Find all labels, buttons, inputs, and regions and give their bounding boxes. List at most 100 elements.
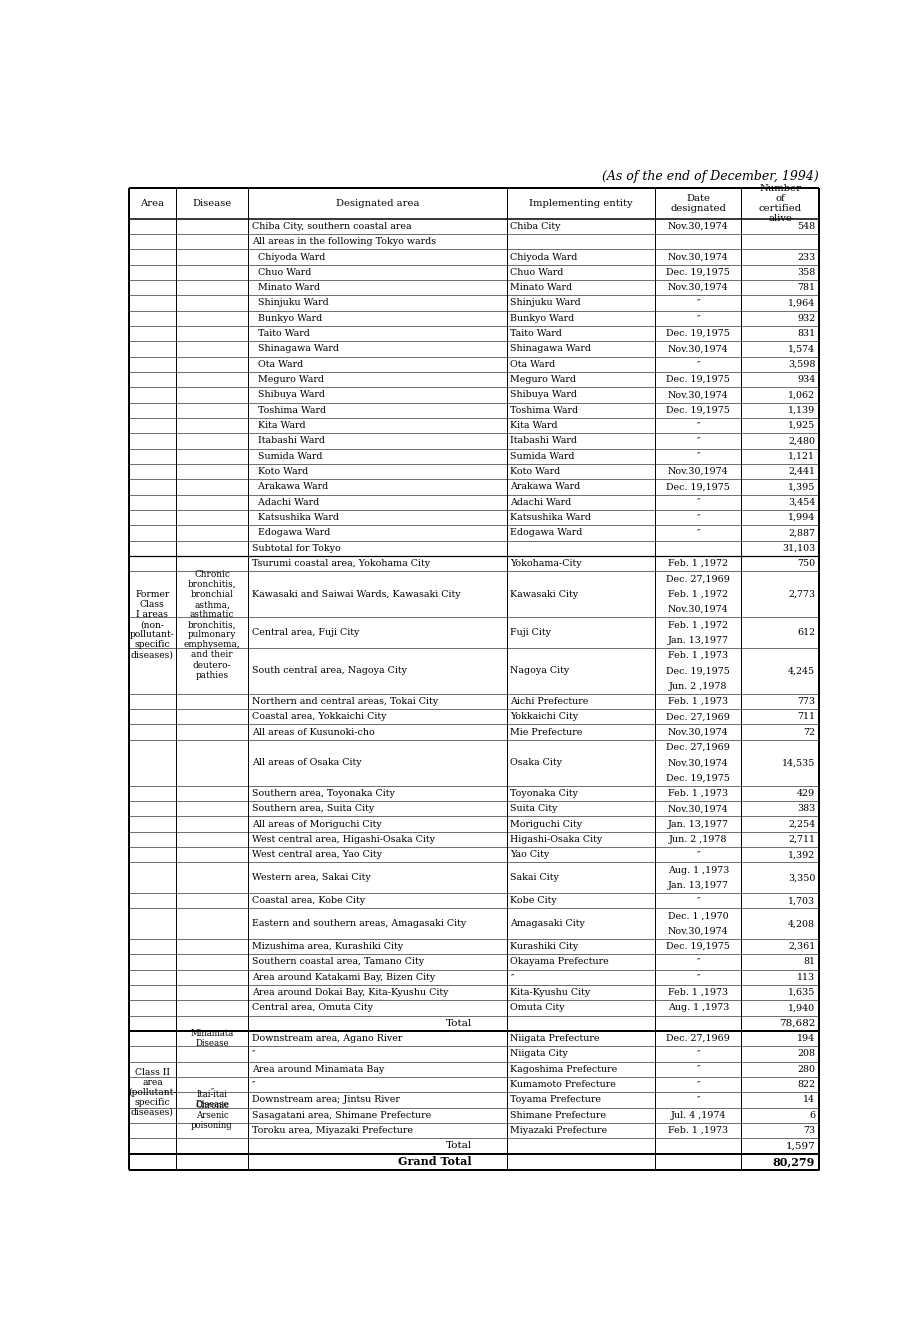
Text: Shibuya Ward: Shibuya Ward — [510, 390, 577, 399]
Text: ″: ″ — [696, 1064, 699, 1073]
Text: Jan. 13,1977: Jan. 13,1977 — [667, 636, 728, 645]
Text: Katsushika Ward: Katsushika Ward — [252, 513, 338, 522]
Text: Koto Ward: Koto Ward — [510, 467, 560, 476]
Text: Omuta City: Omuta City — [510, 1003, 564, 1013]
Text: Shinjuku Ward: Shinjuku Ward — [252, 299, 328, 308]
Text: Jan. 13,1977: Jan. 13,1977 — [667, 820, 728, 829]
Text: ″: ″ — [696, 360, 699, 369]
Text: Area around Katakami Bay, Bizen City: Area around Katakami Bay, Bizen City — [252, 973, 435, 982]
Text: Chiba City: Chiba City — [510, 222, 561, 231]
Text: Dec. 27,1969: Dec. 27,1969 — [665, 574, 730, 583]
Text: ″: ″ — [696, 452, 699, 461]
Text: ″: ″ — [696, 973, 699, 982]
Text: Nov.30,1974: Nov.30,1974 — [667, 727, 728, 736]
Text: Shinagawa Ward: Shinagawa Ward — [252, 345, 338, 353]
Text: West central area, Yao City: West central area, Yao City — [252, 850, 381, 859]
Text: 1,964: 1,964 — [787, 299, 814, 308]
Text: Western area, Sakai City: Western area, Sakai City — [252, 874, 370, 882]
Text: 2,480: 2,480 — [788, 436, 814, 446]
Text: ″: ″ — [696, 436, 699, 446]
Text: 14,535: 14,535 — [781, 759, 814, 767]
Text: Aichi Prefecture: Aichi Prefecture — [510, 697, 588, 706]
Text: 831: 831 — [796, 329, 814, 338]
Text: Feb. 1 ,1973: Feb. 1 ,1973 — [667, 697, 728, 706]
Text: ″: ″ — [252, 1050, 255, 1059]
Text: 1,703: 1,703 — [788, 896, 814, 906]
Text: Shimane Prefecture: Shimane Prefecture — [510, 1110, 606, 1120]
Text: Adachi Ward: Adachi Ward — [510, 497, 571, 506]
Text: Feb. 1 ,1973: Feb. 1 ,1973 — [667, 789, 728, 798]
Text: Mie Prefecture: Mie Prefecture — [510, 727, 582, 736]
Text: ″: ″ — [696, 1050, 699, 1059]
Text: 4,208: 4,208 — [788, 919, 814, 928]
Text: ″: ″ — [696, 422, 699, 430]
Text: Eastern and southern areas, Amagasaki City: Eastern and southern areas, Amagasaki Ci… — [252, 919, 466, 928]
Text: Tsurumi coastal area, Yokohama City: Tsurumi coastal area, Yokohama City — [252, 559, 429, 568]
Text: Nov.30,1974: Nov.30,1974 — [667, 222, 728, 231]
Text: 73: 73 — [802, 1126, 814, 1136]
Text: Date
designated: Date designated — [670, 194, 725, 213]
Text: Ota Ward: Ota Ward — [510, 360, 555, 369]
Text: Nov.30,1974: Nov.30,1974 — [667, 253, 728, 262]
Text: 81: 81 — [802, 957, 814, 966]
Text: ″: ″ — [696, 497, 699, 506]
Text: All areas of Moriguchi City: All areas of Moriguchi City — [252, 820, 381, 829]
Text: Bunkyo Ward: Bunkyo Ward — [252, 313, 322, 323]
Text: Yao City: Yao City — [510, 850, 549, 859]
Text: Moriguchi City: Moriguchi City — [510, 820, 582, 829]
Text: 1,597: 1,597 — [785, 1141, 814, 1150]
Text: Nov.30,1974: Nov.30,1974 — [667, 467, 728, 476]
Text: Ota Ward: Ota Ward — [252, 360, 302, 369]
Text: ″: ″ — [696, 850, 699, 859]
Text: Yokkaichi City: Yokkaichi City — [510, 713, 578, 722]
Text: All areas of Kusunoki-cho: All areas of Kusunoki-cho — [252, 727, 374, 736]
Text: 2,887: 2,887 — [788, 529, 814, 537]
Text: Nov.30,1974: Nov.30,1974 — [667, 759, 728, 767]
Text: ″: ″ — [210, 1088, 213, 1097]
Text: Chronic
Arsenic
poisoning: Chronic Arsenic poisoning — [191, 1101, 233, 1130]
Text: 429: 429 — [796, 789, 814, 798]
Text: 781: 781 — [797, 283, 814, 292]
Text: Dec. 27,1969: Dec. 27,1969 — [665, 743, 730, 752]
Text: ″: ″ — [510, 973, 514, 982]
Text: 2,441: 2,441 — [788, 467, 814, 476]
Text: All areas in the following Tokyo wards: All areas in the following Tokyo wards — [252, 237, 436, 246]
Text: 1,062: 1,062 — [788, 390, 814, 399]
Text: Class II
area
(pollutant-
specific
diseases): Class II area (pollutant- specific disea… — [128, 1068, 176, 1117]
Text: 2,361: 2,361 — [787, 943, 814, 951]
Text: Okayama Prefecture: Okayama Prefecture — [510, 957, 608, 966]
Text: Dec. 1 ,1970: Dec. 1 ,1970 — [667, 911, 728, 920]
Text: Amagasaki City: Amagasaki City — [510, 919, 584, 928]
Text: 1,395: 1,395 — [787, 483, 814, 492]
Text: Mizushima area, Kurashiki City: Mizushima area, Kurashiki City — [252, 943, 403, 951]
Text: Jan. 13,1977: Jan. 13,1977 — [667, 880, 728, 890]
Text: ″: ″ — [696, 313, 699, 323]
Text: Dec. 19,1975: Dec. 19,1975 — [665, 943, 730, 951]
Text: West central area, Higashi-Osaka City: West central area, Higashi-Osaka City — [252, 836, 435, 843]
Text: 3,598: 3,598 — [787, 360, 814, 369]
Text: Southern area, Suita City: Southern area, Suita City — [252, 804, 374, 813]
Text: 1,994: 1,994 — [787, 513, 814, 522]
Text: Kita Ward: Kita Ward — [510, 422, 558, 430]
Text: Aug. 1 ,1973: Aug. 1 ,1973 — [667, 1003, 728, 1013]
Text: Osaka City: Osaka City — [510, 759, 562, 767]
Text: ″: ″ — [696, 299, 699, 308]
Text: 3,454: 3,454 — [787, 497, 814, 506]
Text: 932: 932 — [796, 313, 814, 323]
Text: Nov.30,1974: Nov.30,1974 — [667, 605, 728, 613]
Text: Itai-itai
Disease: Itai-itai Disease — [195, 1091, 229, 1109]
Text: Niigata Prefecture: Niigata Prefecture — [510, 1034, 599, 1043]
Text: Area around Minamata Bay: Area around Minamata Bay — [252, 1064, 384, 1073]
Text: Total: Total — [445, 1019, 471, 1027]
Text: 358: 358 — [796, 268, 814, 276]
Text: Kita Ward: Kita Ward — [252, 422, 305, 430]
Text: Jun. 2 ,1978: Jun. 2 ,1978 — [668, 682, 727, 690]
Text: Southern coastal area, Tamano City: Southern coastal area, Tamano City — [252, 957, 424, 966]
Text: Kita-Kyushu City: Kita-Kyushu City — [510, 988, 590, 997]
Text: Arakawa Ward: Arakawa Ward — [252, 483, 328, 492]
Text: 1,139: 1,139 — [787, 406, 814, 415]
Text: Chuo Ward: Chuo Ward — [252, 268, 311, 276]
Text: 1,635: 1,635 — [787, 988, 814, 997]
Text: Feb. 1 ,1972: Feb. 1 ,1972 — [667, 620, 728, 629]
Text: Area around Dokai Bay, Kita-Kyushu City: Area around Dokai Bay, Kita-Kyushu City — [252, 988, 448, 997]
